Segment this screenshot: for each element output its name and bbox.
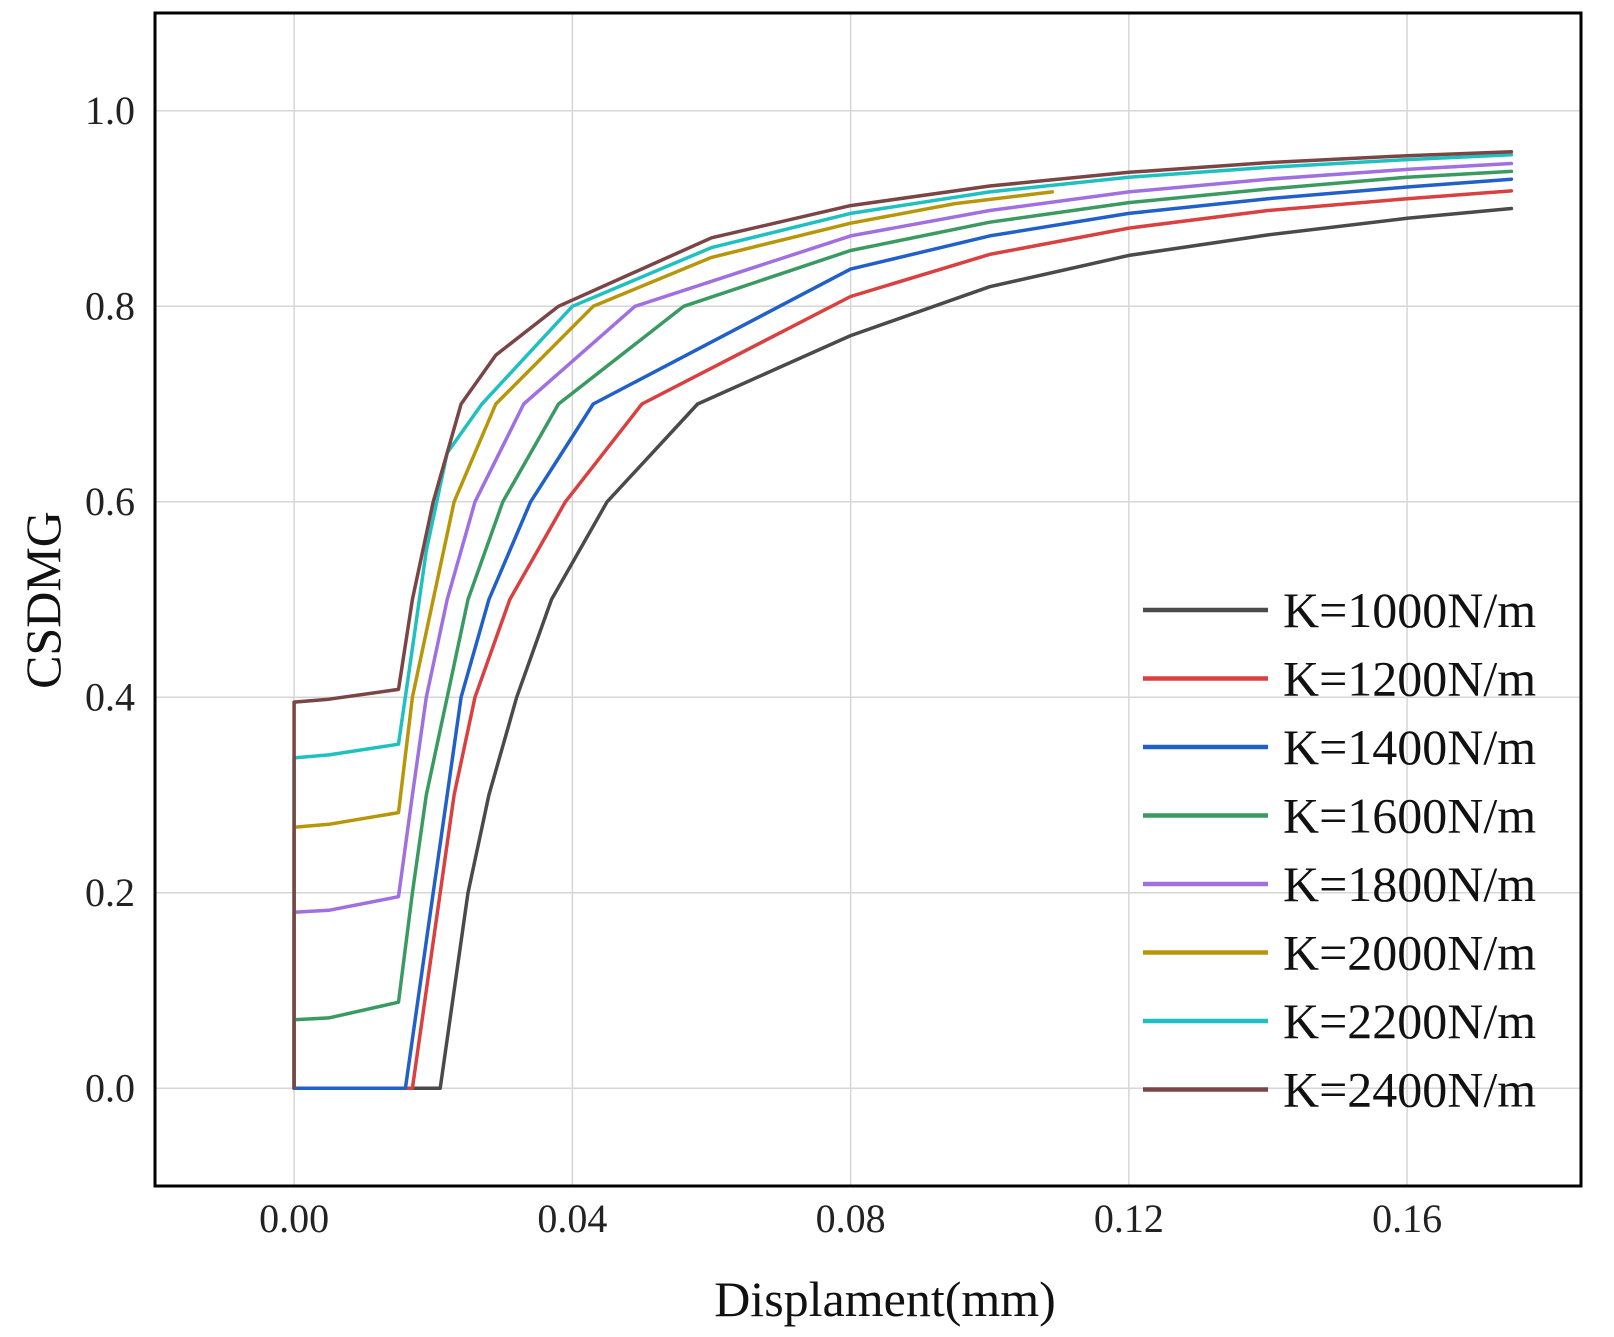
y-tick-labels: 0.0 0.2 0.4 0.6 0.8 1.0: [85, 88, 135, 1111]
x-tick-label: 0.00: [259, 1196, 329, 1241]
series-line-7: [292, 152, 1514, 1091]
x-tick-label: 0.16: [1372, 1196, 1442, 1241]
legend-label: K=1800N/m: [1283, 856, 1536, 912]
series-layer: [292, 150, 1514, 1091]
legend: K=1000N/m K=1200N/m K=1400N/m K=1600N/m K=18…: [1143, 582, 1536, 1118]
legend-label: K=2400N/m: [1283, 1062, 1536, 1118]
series-line-3: [292, 177, 1514, 1091]
x-tick-label: 0.08: [816, 1196, 886, 1241]
legend-label: K=2000N/m: [1283, 925, 1536, 981]
series-line-1: [292, 206, 1514, 1091]
y-axis-title: CSDMG: [15, 511, 71, 689]
series-line-2: [292, 189, 1514, 1091]
legend-label: K=2200N/m: [1283, 993, 1536, 1049]
x-tick-label: 0.12: [1094, 1196, 1164, 1241]
legend-label: K=1200N/m: [1283, 651, 1536, 707]
y-tick-label: 0.6: [85, 479, 135, 524]
legend-label: K=1400N/m: [1283, 719, 1536, 775]
series-line-6: [292, 190, 1055, 1091]
series-line-5: [292, 161, 1514, 1091]
series-line-4: [292, 169, 1514, 1091]
x-tick-label: 0.04: [537, 1196, 607, 1241]
y-tick-label: 0.4: [85, 674, 135, 719]
y-tick-label: 0.8: [85, 283, 135, 328]
x-axis-title: Displament(mm): [714, 1271, 1056, 1327]
x-tick-labels: 0.00 0.04 0.08 0.12 0.16: [259, 1196, 1442, 1241]
y-tick-label: 0.2: [85, 870, 135, 915]
series-line-8: [292, 150, 1514, 1091]
y-tick-label: 1.0: [85, 88, 135, 133]
y-tick-label: 0.0: [85, 1065, 135, 1110]
legend-label: K=1000N/m: [1283, 582, 1536, 638]
plot-frame: [153, 11, 1583, 1188]
legend-label: K=1600N/m: [1283, 788, 1536, 844]
